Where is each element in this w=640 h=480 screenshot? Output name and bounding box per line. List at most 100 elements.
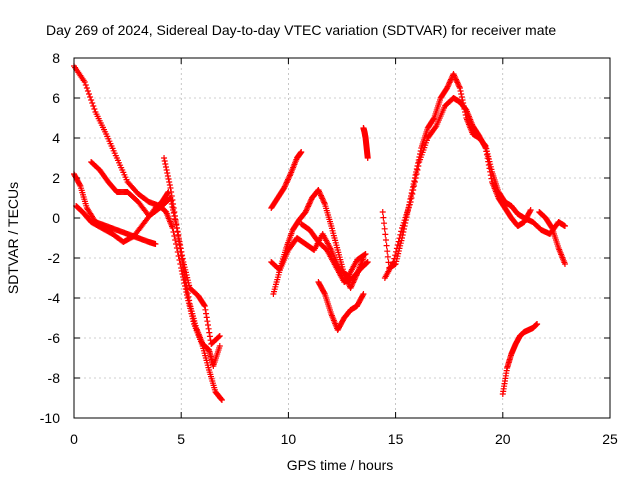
data-point-marker: [298, 149, 305, 155]
data-point-marker: [168, 193, 175, 199]
data-point-marker: [488, 175, 495, 182]
data-point-marker: [215, 333, 222, 340]
data-point-marker: [410, 187, 417, 193]
data-point-marker: [162, 164, 169, 170]
data-point-marker: [397, 231, 404, 238]
data-point-marker: [162, 161, 169, 167]
data-point-marker: [166, 182, 173, 188]
data-point-marker: [432, 124, 439, 131]
data-point-marker: [186, 297, 193, 304]
y-tick-label: 0: [52, 210, 60, 226]
x-tick-label: 15: [388, 431, 404, 447]
data-point-marker: [364, 259, 371, 265]
data-point-marker: [411, 179, 418, 185]
data-point-marker: [384, 248, 391, 255]
data-point-marker: [454, 80, 461, 87]
data-point-marker: [174, 229, 181, 235]
x-tick-label: 5: [177, 431, 185, 447]
data-point-marker: [164, 190, 171, 196]
data-point-marker: [82, 82, 89, 88]
data-point-marker: [561, 261, 568, 267]
data-point-marker: [205, 325, 212, 332]
data-point-marker: [171, 209, 178, 215]
data-point-marker: [393, 248, 400, 255]
data-point-marker: [181, 272, 188, 279]
data-point-marker: [414, 167, 421, 173]
series-track-8: [270, 187, 367, 297]
y-tick-label: 2: [52, 170, 60, 186]
data-point-marker: [178, 253, 185, 259]
data-point-marker: [392, 252, 399, 259]
data-point-marker: [163, 167, 170, 173]
data-point-marker: [413, 171, 420, 177]
data-point-marker: [216, 343, 223, 349]
data-point-marker: [482, 145, 489, 151]
data-point-marker: [177, 249, 184, 255]
data-point-marker: [482, 143, 489, 150]
data-point-marker: [218, 396, 225, 403]
data-point-marker: [384, 253, 391, 260]
data-point-marker: [170, 201, 177, 207]
data-point-marker: [408, 195, 415, 201]
series-track-10: [315, 279, 367, 333]
data-point-marker: [167, 185, 174, 191]
data-point-marker: [456, 85, 463, 91]
data-point-marker: [161, 158, 168, 164]
data-point-marker: [359, 292, 366, 299]
data-point-marker: [457, 88, 464, 94]
data-point-marker: [381, 225, 388, 232]
data-point-marker: [169, 197, 176, 203]
data-point-marker: [206, 329, 213, 336]
y-tick-label: 8: [52, 50, 60, 66]
grid-lines: [74, 58, 610, 418]
data-point-marker: [487, 168, 494, 175]
data-point-marker: [170, 205, 177, 211]
data-point-marker: [183, 283, 190, 289]
data-point-marker: [412, 175, 419, 181]
data-point-marker: [172, 217, 179, 223]
y-tick-label: -6: [48, 330, 61, 346]
data-point-marker: [89, 100, 96, 106]
data-point-marker: [487, 172, 494, 179]
plot-frame: [73, 57, 611, 419]
data-point-marker: [218, 397, 225, 403]
series-track-12: [379, 71, 568, 271]
data-point-marker: [179, 257, 186, 263]
data-point-marker: [184, 290, 191, 297]
data-point-marker: [486, 165, 493, 172]
data-point-marker: [180, 268, 187, 275]
series-track-9: [298, 221, 371, 285]
data-point-marker: [173, 225, 180, 231]
data-point-marker: [203, 310, 210, 317]
data-point-marker: [485, 158, 492, 165]
data-point-marker: [321, 289, 328, 296]
y-tick-label: -2: [48, 250, 61, 266]
data-point-marker: [76, 181, 83, 188]
data-point-marker: [483, 151, 490, 158]
data-point-marker: [83, 85, 90, 91]
data-point-marker: [175, 237, 182, 243]
data-point-marker: [90, 103, 97, 109]
data-point-marker: [390, 259, 397, 265]
data-point-marker: [382, 237, 389, 243]
series-track-3: [88, 159, 223, 347]
data-point-marker: [166, 179, 173, 185]
data-point-marker: [201, 303, 208, 309]
data-point-marker: [84, 88, 91, 94]
data-point-marker: [382, 231, 389, 238]
data-point-marker: [91, 106, 98, 112]
data-point-marker: [561, 223, 568, 229]
x-tick-label: 0: [70, 431, 78, 447]
data-point-marker: [164, 173, 171, 179]
data-point-marker: [216, 333, 223, 339]
series-track-1: [71, 63, 225, 403]
data-point-marker: [206, 333, 213, 340]
data-point-marker: [168, 189, 175, 195]
data-point-marker: [484, 155, 491, 162]
data-point-marker: [184, 286, 191, 293]
series-track-11: [360, 125, 371, 161]
series-track-6: [268, 149, 305, 211]
data-point-marker: [165, 176, 172, 182]
data-point-marker: [407, 199, 414, 205]
data-point-marker: [380, 214, 387, 221]
